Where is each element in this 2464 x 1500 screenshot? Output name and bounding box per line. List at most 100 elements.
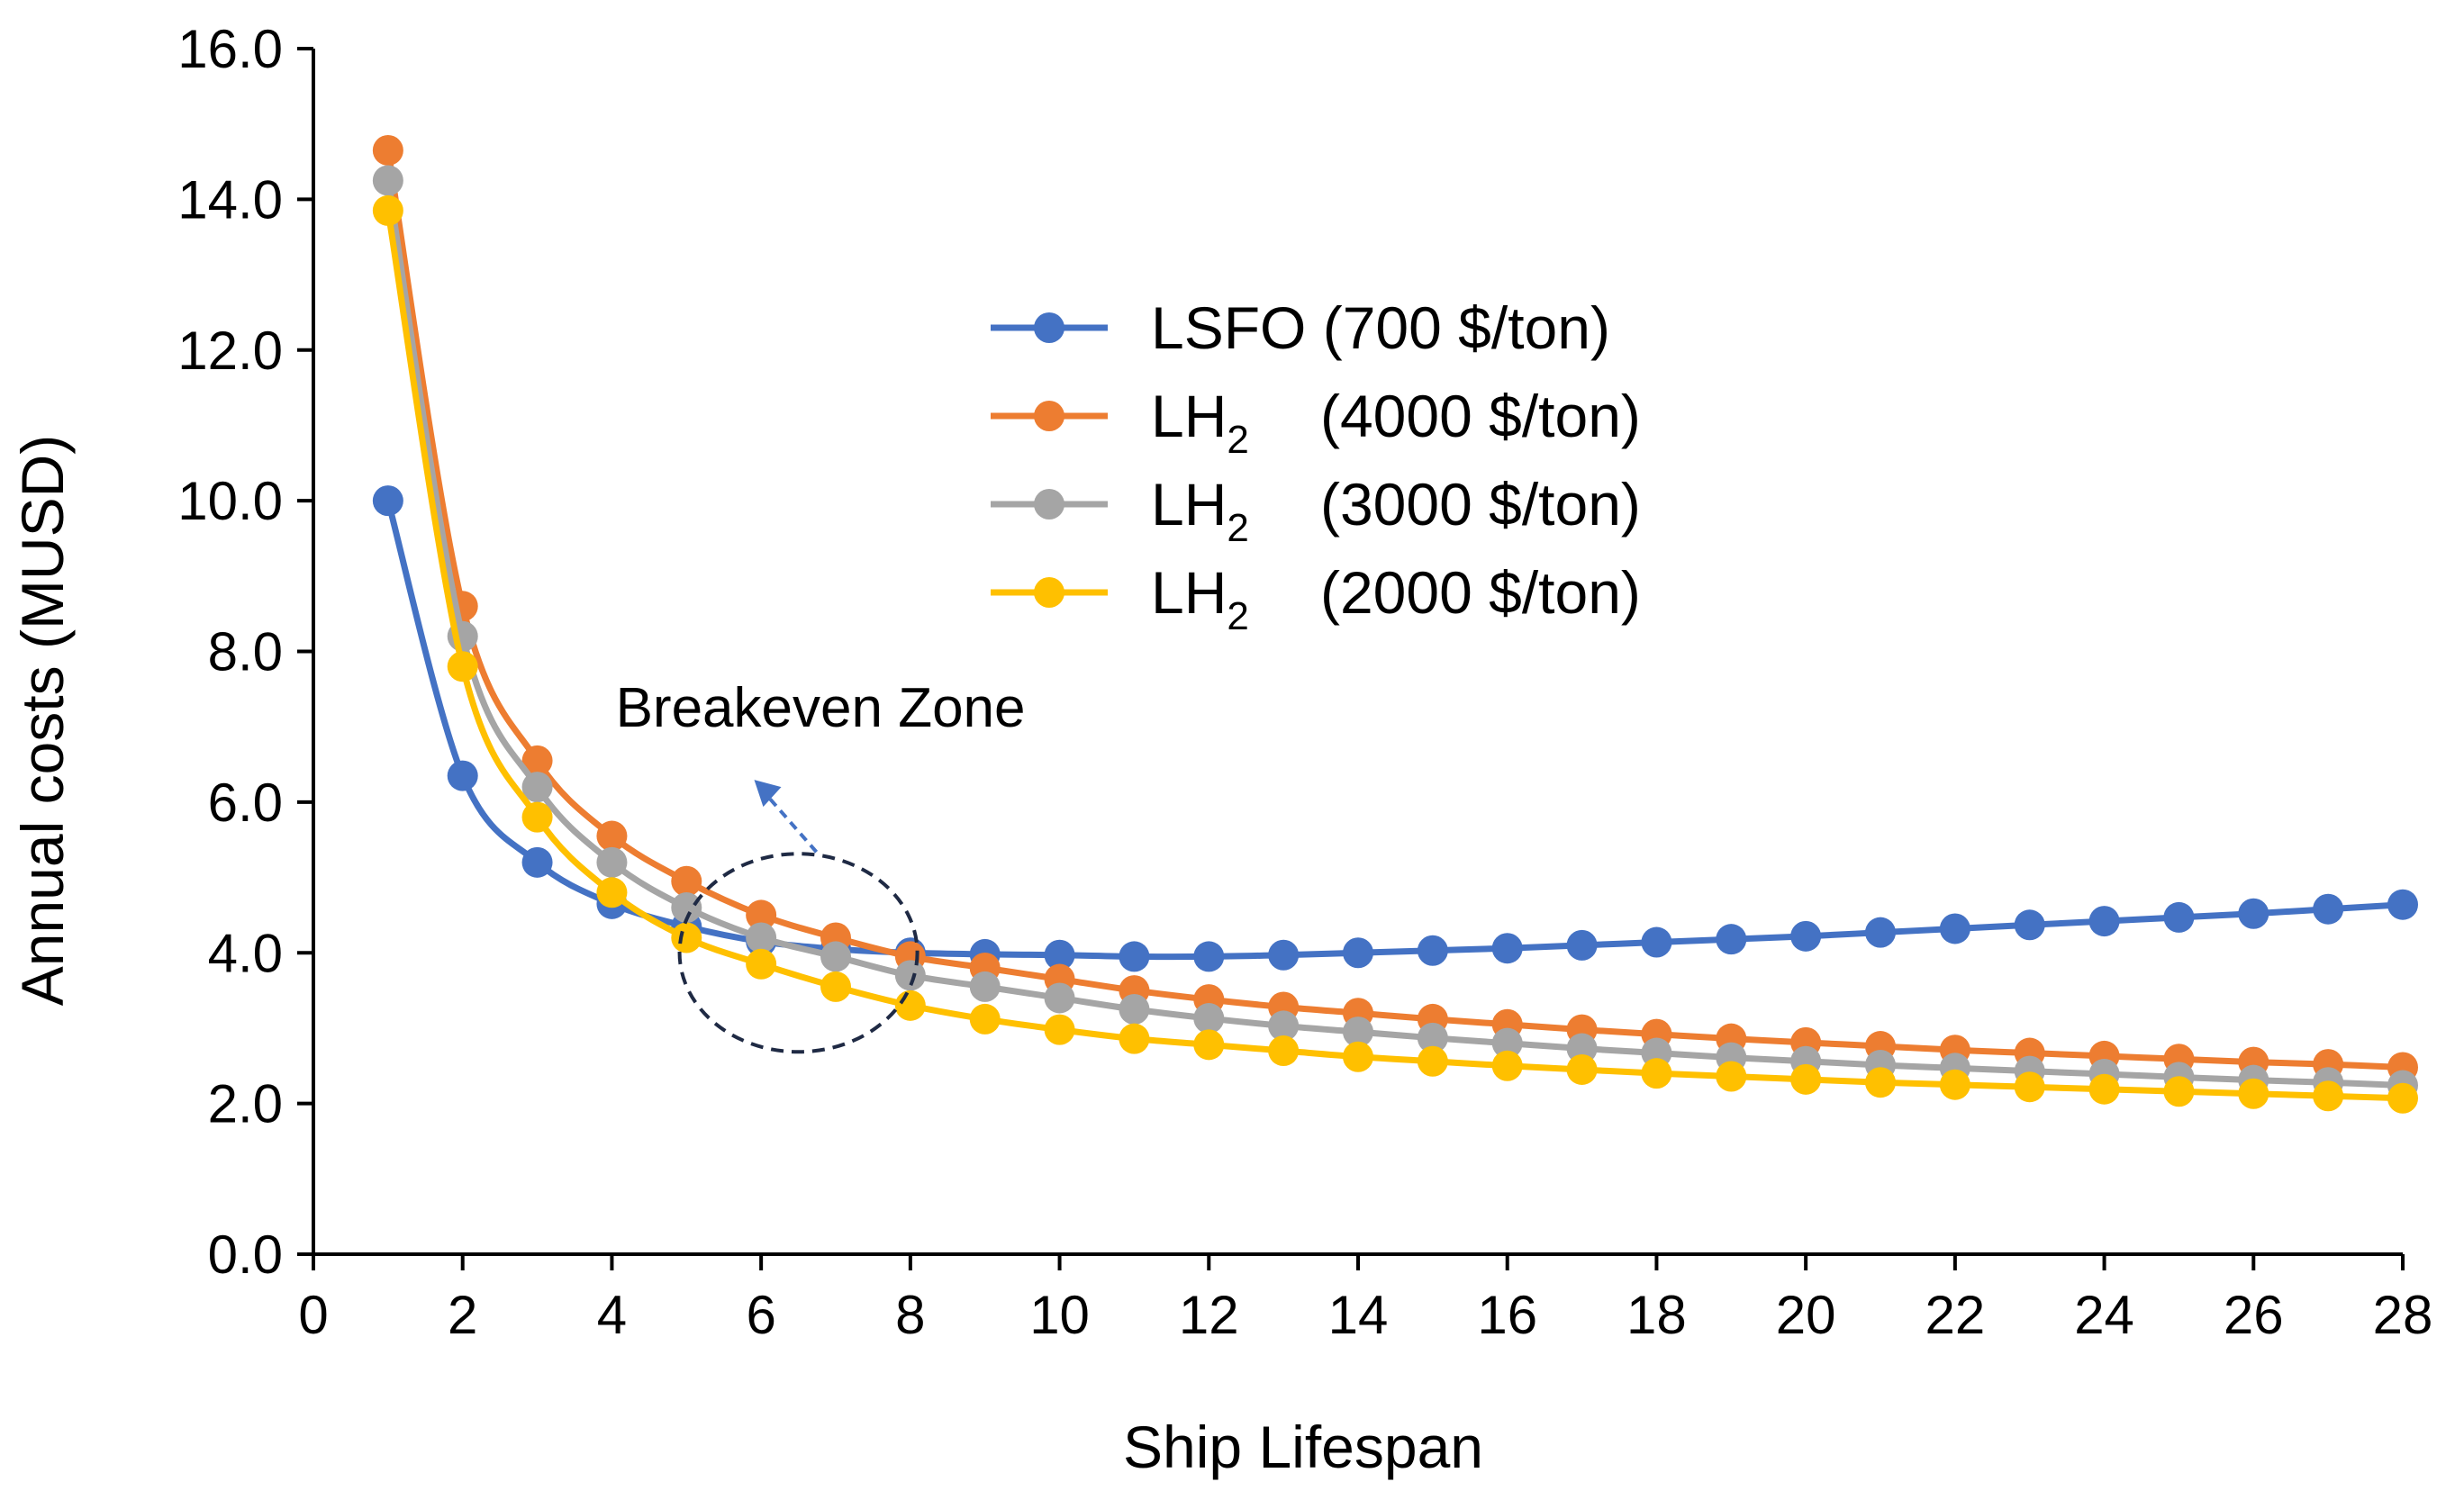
data-point	[2313, 1080, 2344, 1112]
x-tick-label: 0	[298, 1285, 328, 1345]
data-point	[596, 820, 628, 852]
data-point	[1343, 937, 1373, 969]
axes: 0.02.04.06.08.010.012.014.016.00 2 4 6 8 10 12…	[177, 19, 2432, 1345]
y-tick-label: 4.0	[208, 923, 283, 983]
series-3	[372, 194, 2418, 1114]
data-point	[1566, 1053, 1598, 1085]
data-point	[2238, 1078, 2269, 1109]
data-point	[671, 865, 702, 897]
x-tick-label: 28	[2373, 1285, 2433, 1345]
data-point	[596, 877, 628, 908]
data-point	[969, 971, 1001, 1002]
data-point	[2163, 1076, 2195, 1107]
data-point	[1044, 939, 1075, 971]
data-point	[2387, 1082, 2418, 1114]
y-tick-label: 14.0	[177, 169, 283, 230]
y-axis-title: Annual costs (MUSD)	[9, 435, 76, 1007]
data-point	[521, 772, 553, 803]
data-point	[820, 941, 851, 972]
x-tick-label: 2	[448, 1285, 477, 1345]
data-point	[372, 165, 403, 196]
x-tick-label: 8	[895, 1285, 925, 1345]
data-point	[820, 971, 851, 1002]
x-axis-title: Ship Lifespan	[1123, 1414, 1483, 1480]
legend-marker	[1034, 577, 1064, 608]
data-point	[1343, 1017, 1373, 1048]
data-point	[1193, 1029, 1225, 1061]
data-point	[521, 745, 553, 776]
y-tick-label: 16.0	[177, 19, 283, 79]
x-tick-label: 20	[1776, 1285, 1836, 1345]
x-tick-label: 22	[1925, 1285, 1985, 1345]
data-point	[2238, 898, 2269, 929]
data-point	[1641, 1058, 1672, 1089]
x-tick-label: 16	[1477, 1285, 1537, 1345]
data-point	[1343, 1041, 1373, 1072]
legend-marker	[1034, 401, 1064, 431]
data-point	[1641, 926, 1672, 958]
y-tick-label: 10.0	[177, 471, 283, 531]
y-tick-label: 2.0	[208, 1074, 283, 1134]
data-point	[1491, 933, 1523, 964]
data-point	[596, 846, 628, 878]
y-tick-label: 8.0	[208, 622, 283, 682]
legend-label: LSFO (700 $/ton)	[1151, 294, 1610, 361]
data-point	[1417, 1045, 1448, 1077]
data-point	[372, 134, 403, 166]
data-point	[2088, 906, 2120, 937]
x-tick-label: 18	[1626, 1285, 1687, 1345]
data-point	[969, 1003, 1001, 1035]
data-point	[2313, 893, 2344, 925]
data-point	[1119, 941, 1150, 972]
data-point	[746, 899, 777, 931]
series-layer	[372, 134, 2418, 1114]
x-tick-label: 26	[2224, 1285, 2284, 1345]
data-point	[894, 989, 926, 1021]
data-point	[746, 922, 777, 953]
legend: LSFO (700 $/ton) LH2 (4000 $/ton) LH2 (3000 …	[991, 294, 1641, 638]
x-tick-label: 6	[746, 1285, 775, 1345]
data-point	[1939, 913, 1970, 944]
data-point	[1268, 939, 1300, 971]
data-point	[2163, 901, 2195, 933]
data-point	[1790, 920, 1822, 952]
data-point	[1417, 1022, 1448, 1053]
data-point	[1566, 1033, 1598, 1064]
data-point	[1417, 935, 1448, 966]
legend-entry-2: LH2 (3000 $/ton)	[991, 471, 1641, 550]
data-point	[1268, 1010, 1300, 1042]
data-point	[1044, 1014, 1075, 1045]
legend-marker	[1034, 312, 1064, 343]
series-2	[372, 165, 2418, 1101]
data-point	[1790, 1063, 1822, 1095]
legend-marker	[1034, 489, 1064, 520]
data-point	[1716, 924, 1747, 955]
data-point	[1193, 1003, 1225, 1035]
data-point	[372, 485, 403, 517]
breakeven-annotation: Breakeven Zone	[616, 677, 1026, 1054]
data-point	[521, 801, 553, 833]
data-point	[671, 892, 702, 924]
data-point	[1939, 1069, 1970, 1100]
legend-label: LH2 (3000 $/ton)	[1151, 471, 1641, 550]
legend-entry-0: LSFO (700 $/ton)	[991, 294, 1610, 361]
breakeven-label: Breakeven Zone	[616, 677, 1026, 739]
legend-entry-3: LH2 (2000 $/ton)	[991, 559, 1641, 638]
breakeven-arrow-head	[754, 780, 782, 808]
y-tick-label: 12.0	[177, 321, 283, 381]
x-tick-label: 14	[1328, 1285, 1389, 1345]
data-point	[1044, 982, 1075, 1014]
data-point	[447, 760, 478, 791]
legend-label: LH2 (2000 $/ton)	[1151, 559, 1641, 638]
data-point	[1491, 1050, 1523, 1081]
legend-label: LH2 (4000 $/ton)	[1151, 383, 1641, 462]
y-tick-label: 0.0	[208, 1224, 283, 1285]
data-point	[1865, 917, 1896, 948]
y-tick-label: 6.0	[208, 773, 283, 833]
data-point	[2088, 1073, 2120, 1105]
data-point	[1716, 1061, 1747, 1092]
data-point	[746, 948, 777, 980]
x-tick-label: 4	[597, 1285, 627, 1345]
data-point	[894, 960, 926, 991]
x-tick-label: 10	[1029, 1285, 1090, 1345]
